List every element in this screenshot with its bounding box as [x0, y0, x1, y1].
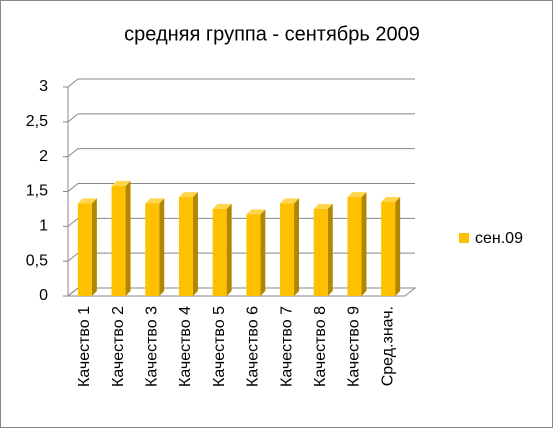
legend-swatch	[459, 233, 469, 243]
bar-side	[260, 209, 266, 296]
x-tick-label: Качество 6	[245, 306, 262, 387]
x-tick-label: Качество 4	[177, 306, 194, 387]
bar-side	[125, 180, 131, 296]
grid-line	[67, 113, 415, 123]
x-tick-label: Сред.знач.	[379, 306, 396, 386]
bar-side	[91, 198, 97, 296]
x-tick-label: Качество 8	[312, 306, 329, 387]
bar-top	[145, 198, 165, 204]
bar-side	[294, 198, 300, 296]
y-tick-label: 0,5	[26, 252, 48, 269]
bar-side	[159, 198, 165, 296]
bar	[246, 214, 261, 296]
bar	[347, 197, 362, 296]
x-tick-label: Качество 1	[76, 306, 93, 387]
legend-label: сен.09	[475, 230, 523, 247]
y-tick-label: 0	[39, 287, 48, 304]
bar	[313, 208, 328, 296]
bar-side	[361, 192, 367, 296]
bar-side	[327, 203, 333, 296]
y-tick-label: 2	[39, 148, 48, 165]
x-tick-label: Качество 2	[110, 306, 127, 387]
chart-title: средняя группа - сентябрь 2009	[124, 23, 420, 45]
bar	[280, 203, 295, 296]
bar-top	[246, 209, 266, 215]
bar-top	[381, 196, 401, 202]
bar-top	[77, 198, 97, 204]
x-tick-label: Качество 9	[346, 306, 363, 387]
y-tick-label: 1,5	[26, 183, 48, 200]
bar-side	[226, 203, 232, 296]
bar-top	[280, 198, 300, 204]
bar	[381, 201, 396, 296]
bar	[77, 203, 92, 296]
y-tick-label: 3	[39, 78, 48, 95]
bar	[111, 185, 126, 296]
bar-side	[395, 196, 401, 296]
grid-line	[67, 183, 415, 192]
bar-side	[192, 192, 198, 296]
bar-top	[212, 203, 232, 209]
y-tick-label: 1	[39, 218, 48, 235]
bar-top	[111, 180, 131, 186]
x-tick-label: Качество 3	[143, 306, 160, 387]
grid-line	[67, 148, 415, 158]
bar-top	[347, 192, 367, 198]
y-tick-label: 2,5	[26, 113, 48, 130]
bar	[212, 208, 227, 296]
bar-top	[313, 203, 333, 209]
grid-line	[67, 78, 415, 88]
x-tick-label: Качество 7	[278, 306, 295, 387]
bar-top	[178, 192, 198, 198]
bar	[178, 197, 193, 296]
x-tick-label: Качество 5	[211, 306, 228, 387]
bar	[145, 203, 160, 296]
